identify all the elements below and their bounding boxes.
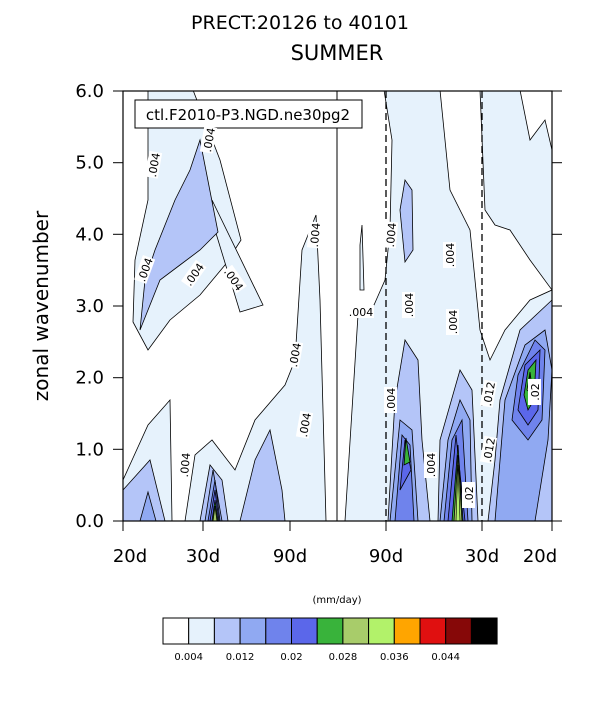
colorbar-swatch — [265, 617, 292, 645]
contour-label: .004 — [146, 152, 163, 178]
y-tick-label: 0.0 — [75, 511, 104, 532]
colorbar-swatch — [368, 617, 395, 645]
colorbar-swatch — [162, 617, 190, 645]
contour-label: .012 — [481, 381, 498, 407]
contour-label: .02 — [529, 383, 542, 401]
contour-label: .02 — [463, 486, 476, 504]
x-tick-label: 90d — [369, 546, 403, 567]
colorbar-label: 0.028 — [329, 652, 358, 663]
contour-region-right-2b — [399, 178, 414, 264]
contour-label: .004 — [297, 412, 314, 438]
y-tick-label: 1.0 — [75, 439, 104, 460]
colorbar-swatch — [445, 617, 472, 645]
chart-title: PRECT:20126 to 40101 — [191, 12, 409, 34]
colorbar-swatch — [239, 617, 267, 645]
colorbar-swatch — [470, 617, 498, 645]
y-tick-label: 6.0 — [75, 81, 104, 102]
contour-region-left-low-2 — [123, 459, 166, 521]
contour-label: .004 — [308, 222, 323, 248]
x-tick-label: 30d — [186, 546, 220, 567]
colorbar-swatch — [291, 617, 318, 645]
contour-region-narrow — [359, 224, 365, 291]
contour-label: .004 — [425, 453, 438, 478]
colorbar — [162, 617, 498, 645]
contour-label: .004 — [201, 127, 218, 153]
contour-label: .004 — [385, 388, 398, 413]
colorbar-swatch — [393, 617, 421, 645]
y-tick-label: 5.0 — [75, 153, 104, 174]
colorbar-swatch — [419, 617, 447, 645]
annotation-text: ctl.F2010-P3.NGD.ne30pg2 — [146, 106, 350, 124]
contour-label: .012 — [481, 437, 498, 463]
chart-subtitle: SUMMER — [291, 41, 384, 65]
colorbar-label: 0.012 — [226, 652, 255, 663]
colorbar-swatch — [213, 617, 241, 645]
x-tick-label: 20d — [523, 546, 557, 567]
colorbar-swatch — [316, 617, 344, 645]
contour-label: .004 — [403, 293, 416, 318]
x-tick-label: 20d — [113, 546, 147, 567]
y-axis-label: zonal wavenumber — [29, 210, 53, 401]
contour-label: .004 — [447, 310, 460, 335]
y-tick-label: 4.0 — [75, 224, 104, 245]
y-tick-labels: 0.0 1.0 2.0 3.0 4.0 5.0 6.0 — [75, 81, 104, 532]
colorbar-label: 0.036 — [380, 652, 409, 663]
x-tick-label: 30d — [465, 546, 499, 567]
contour-label: .004 — [287, 342, 304, 368]
y-tick-label: 2.0 — [75, 368, 104, 389]
x-tick-labels: 20d 30d 90d 90d 30d 20d — [113, 546, 557, 567]
colorbar-title: (mm/day) — [312, 595, 361, 606]
contour-label: .004 — [444, 243, 457, 268]
contour-labels: .004 .004 .004 .004 .004 .004 .004 .004 .004 .004… — [134, 125, 542, 508]
x-tick-label: 90d — [273, 546, 307, 567]
colorbar-labels: 0.004 0.012 0.02 0.028 0.036 0.044 — [174, 652, 460, 663]
colorbar-swatch — [342, 617, 370, 645]
contour-label: .004 — [178, 452, 193, 478]
contour-region-mid-low — [184, 214, 327, 521]
colorbar-label: 0.004 — [174, 652, 203, 663]
y-tick-label: 3.0 — [75, 296, 104, 317]
colorbar-label: 0.02 — [280, 652, 302, 663]
annotation-box: ctl.F2010-P3.NGD.ne30pg2 — [134, 99, 363, 129]
contour-region-mid-2b — [239, 428, 286, 521]
contour-label: .004 — [384, 222, 399, 248]
contour-region-right-top — [479, 91, 552, 291]
colorbar-swatch — [188, 617, 215, 645]
contour-label: .004 — [349, 306, 374, 319]
colorbar-label: 0.044 — [431, 652, 460, 663]
